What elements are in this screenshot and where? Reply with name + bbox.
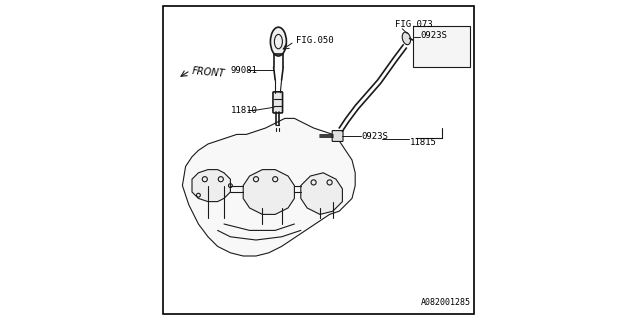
Text: 11815: 11815 [410, 138, 436, 147]
Text: 99081: 99081 [230, 66, 257, 75]
FancyBboxPatch shape [413, 26, 470, 67]
FancyBboxPatch shape [273, 92, 283, 113]
Polygon shape [301, 173, 342, 214]
Text: FIG.073: FIG.073 [396, 20, 433, 28]
Text: FIG.050: FIG.050 [296, 36, 333, 44]
Text: 0923S: 0923S [362, 132, 388, 140]
Ellipse shape [270, 27, 287, 56]
Polygon shape [192, 170, 230, 202]
Polygon shape [243, 170, 294, 214]
FancyBboxPatch shape [332, 131, 343, 141]
Text: A082001285: A082001285 [420, 298, 470, 307]
Ellipse shape [402, 32, 411, 45]
Text: 11810: 11810 [230, 106, 257, 115]
Text: FRONT: FRONT [192, 66, 226, 78]
Text: 0923S: 0923S [421, 31, 447, 40]
Polygon shape [182, 118, 355, 256]
